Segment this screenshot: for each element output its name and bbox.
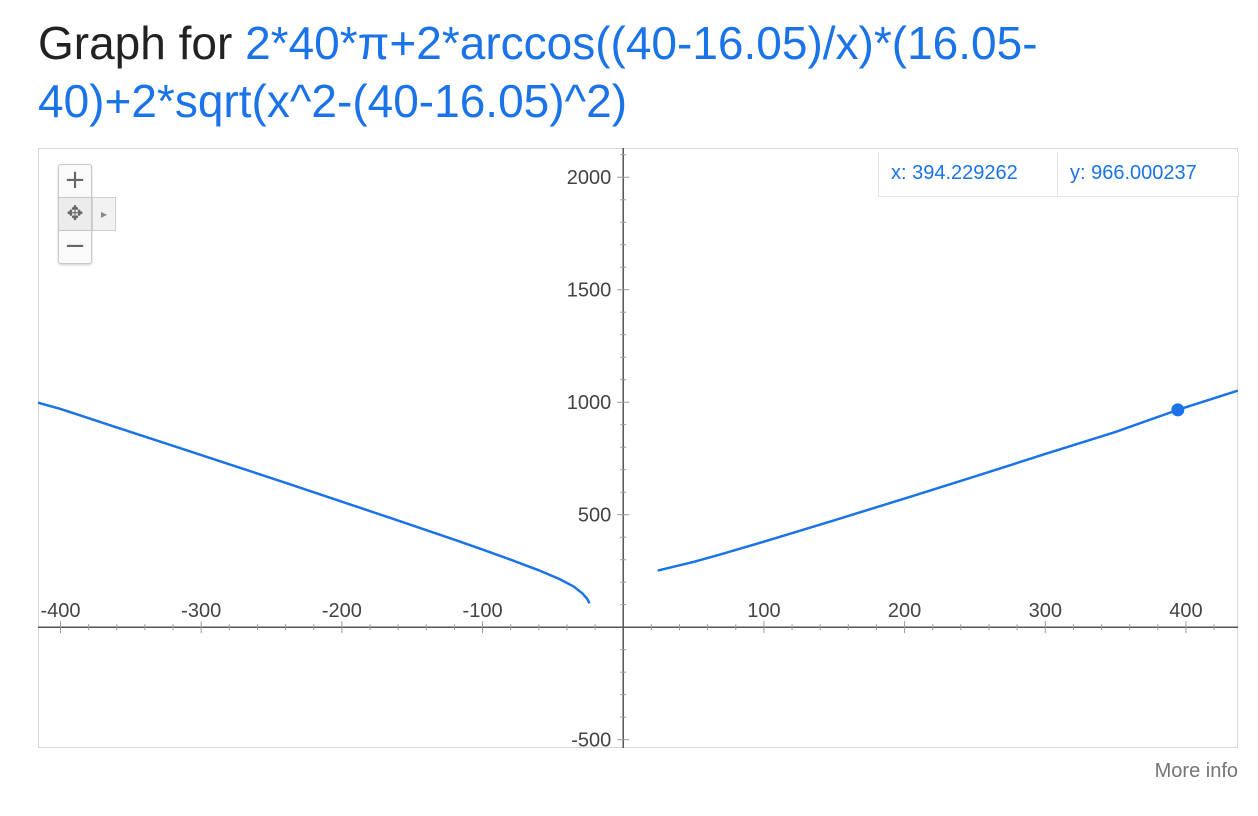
y-tick-label: -500 <box>571 730 611 748</box>
x-tick-label: 100 <box>747 600 780 622</box>
x-tick-label: 400 <box>1169 600 1202 622</box>
zoom-out-button[interactable]: − <box>58 230 92 264</box>
curve-branch-2 <box>657 389 1238 572</box>
plot-area[interactable]: -400 -300 -200 -100 100 200 300 400 2000 1500 1000… <box>38 148 1238 748</box>
y-tick-label: 1000 <box>567 392 612 414</box>
y-tick-label: 500 <box>578 505 611 527</box>
more-info-link[interactable]: More info <box>1154 760 1238 782</box>
heading-formula[interactable]: 2*40*π+2*arccos((40-16.05)/x)*(16.05-40)… <box>38 17 1038 127</box>
x-readout: x: 394.229262 <box>879 152 1058 196</box>
graph-heading: Graph for 2*40*π+2*arccos((40-16.05)/x)*… <box>38 14 1248 130</box>
x-tick-label: 300 <box>1029 600 1062 622</box>
zoom-in-button[interactable]: + <box>58 164 92 198</box>
pan-expand-arrow-icon[interactable]: ▸ <box>92 197 116 231</box>
coordinate-readout: x: 394.229262 y: 966.000237 <box>878 152 1239 197</box>
x-tick-label: 200 <box>888 600 921 622</box>
x-tick-label: -100 <box>463 600 503 622</box>
x-tick-label: -200 <box>322 600 362 622</box>
y-tick-label: 1500 <box>567 280 612 302</box>
function-plot[interactable]: -400 -300 -200 -100 100 200 300 400 2000 1500 1000… <box>38 148 1238 748</box>
x-tick-label: -400 <box>40 600 80 622</box>
pan-icon[interactable]: ✥ <box>58 197 92 231</box>
heading-prefix: Graph for <box>38 17 233 69</box>
curve-branch-1 <box>38 401 591 604</box>
x-tick-label: -300 <box>181 600 221 622</box>
y-tick-label: 2000 <box>567 167 612 189</box>
highlighted-point <box>1171 403 1185 417</box>
y-readout: y: 966.000237 <box>1070 162 1197 184</box>
